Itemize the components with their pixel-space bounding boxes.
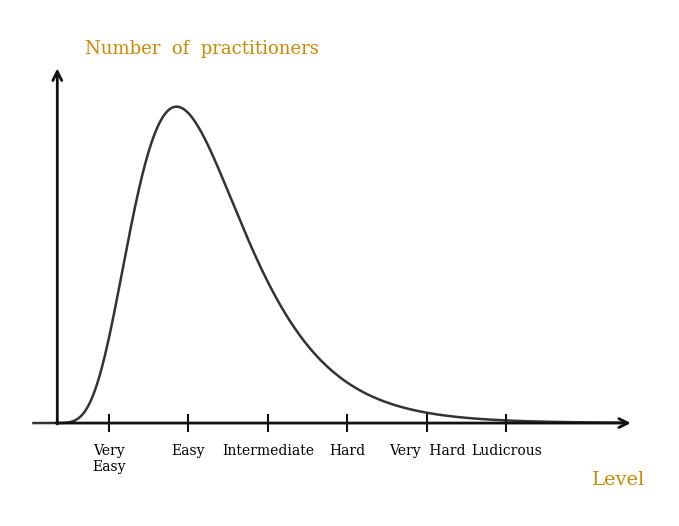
Text: Easy: Easy [172, 443, 205, 458]
Text: Number  of  practitioners: Number of practitioners [85, 41, 319, 58]
Text: Hard: Hard [329, 443, 365, 458]
Text: Intermediate: Intermediate [222, 443, 314, 458]
Text: Ludicrous: Ludicrous [471, 443, 542, 458]
Text: Level: Level [592, 471, 646, 490]
Text: Very
Easy: Very Easy [92, 443, 126, 474]
Text: Very  Hard: Very Hard [388, 443, 465, 458]
